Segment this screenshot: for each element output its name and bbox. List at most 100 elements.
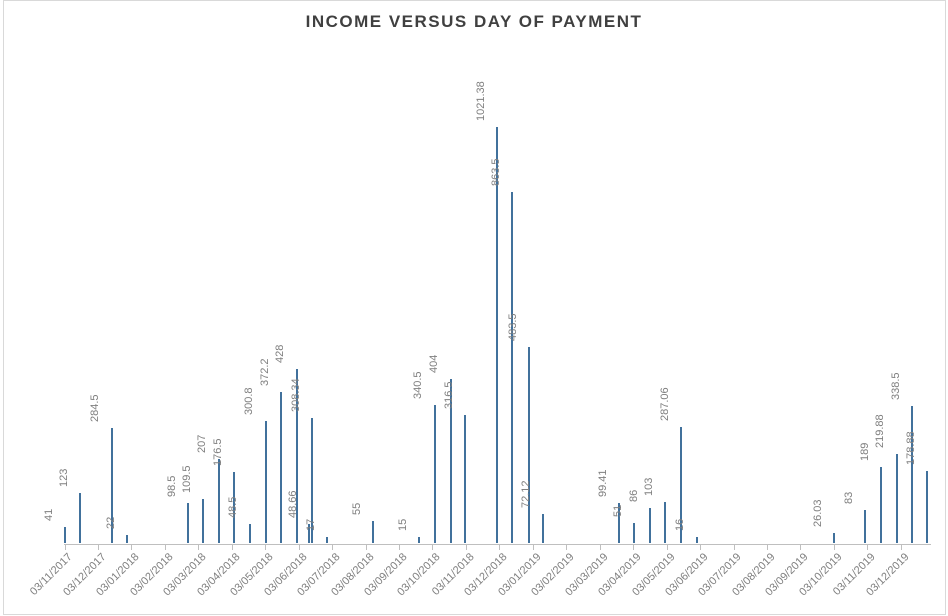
- bar: [633, 522, 636, 544]
- value-label: 103: [642, 477, 655, 496]
- bar: [649, 508, 651, 544]
- tick-mark: [666, 544, 668, 550]
- value-label: 15: [396, 519, 409, 532]
- bar: [202, 498, 205, 544]
- bar: [926, 470, 929, 544]
- value-label: 189: [858, 442, 871, 461]
- value-label: 428: [274, 344, 287, 364]
- tick-mark: [900, 544, 902, 550]
- value-label: 1021.38: [474, 81, 487, 122]
- tick-mark: [867, 544, 869, 550]
- tick-mark: [399, 544, 400, 550]
- tick-mark: [365, 544, 367, 550]
- value-label: 483.5: [506, 313, 519, 341]
- value-label: 284.5: [89, 394, 102, 422]
- value-label: 219.88: [874, 414, 887, 448]
- tick-mark: [833, 544, 835, 550]
- bar: [528, 346, 531, 544]
- value-label: 123: [57, 469, 70, 488]
- tick-mark: [633, 544, 635, 550]
- value-label: 287.06: [658, 386, 671, 421]
- tick-mark: [231, 544, 233, 550]
- value-label: 178.88: [904, 430, 917, 465]
- value-label: 48.5: [227, 496, 240, 518]
- value-label: 55: [350, 502, 363, 516]
- value-label: 207: [196, 434, 209, 454]
- value-label: 22: [104, 516, 117, 529]
- value-label: 86: [627, 490, 640, 503]
- bar: [541, 514, 544, 544]
- value-label: 372.2: [258, 358, 271, 386]
- tick-mark: [131, 544, 133, 550]
- chart-frame: [3, 0, 946, 615]
- bar: [372, 521, 375, 544]
- value-label: 176.5: [211, 438, 224, 466]
- chart-title: INCOME VERSUS DAY OF PAYMENT: [305, 12, 643, 31]
- bar: [618, 503, 621, 544]
- bar: [511, 191, 513, 544]
- tick-mark: [700, 544, 702, 550]
- value-label: 17: [304, 518, 317, 531]
- bar: [126, 534, 128, 544]
- bar: [496, 127, 498, 544]
- value-label: 308.34: [289, 378, 302, 412]
- bar: [187, 503, 190, 544]
- bar: [264, 420, 267, 544]
- value-label: 48.66: [286, 490, 299, 518]
- value-label: 404: [428, 354, 441, 373]
- value-label: 98.5: [165, 475, 178, 498]
- value-label: 863.5: [489, 158, 502, 186]
- bar: [295, 369, 298, 544]
- bar: [311, 417, 314, 544]
- bar: [233, 471, 235, 544]
- bar: [664, 501, 667, 544]
- bar: [833, 532, 836, 544]
- x-axis-line: [63, 543, 931, 545]
- tick-mark: [532, 544, 534, 550]
- value-label: 41: [42, 508, 55, 521]
- tick-mark: [97, 544, 99, 550]
- tick-mark: [298, 544, 300, 550]
- value-label: 72.12: [520, 480, 533, 509]
- bar: [418, 537, 420, 544]
- bar: [110, 427, 113, 544]
- tick-mark: [432, 544, 434, 550]
- bar: [79, 493, 82, 544]
- bar: [280, 391, 282, 544]
- tick-mark: [164, 544, 166, 550]
- value-label: 83: [842, 491, 855, 504]
- bar: [308, 523, 310, 544]
- tick-mark: [332, 544, 334, 550]
- bar: [449, 378, 452, 544]
- tick-mark: [766, 544, 768, 550]
- value-label: 16: [674, 518, 687, 531]
- bar: [880, 466, 883, 544]
- bar: [895, 453, 898, 544]
- tick-mark: [800, 544, 802, 550]
- tick-mark: [733, 544, 735, 550]
- tick-mark: [499, 544, 501, 550]
- value-label: 51: [611, 504, 624, 517]
- value-label: 316.5: [442, 381, 455, 409]
- value-label: 26.03: [811, 499, 824, 527]
- bar: [911, 405, 914, 544]
- tick-mark: [566, 544, 568, 550]
- bar: [326, 536, 329, 544]
- value-label: 338.5: [889, 372, 902, 400]
- tick-mark: [599, 544, 601, 550]
- tick-mark: [465, 544, 467, 550]
- bar: [864, 509, 867, 544]
- bar: [680, 426, 682, 544]
- tick-mark: [64, 544, 66, 550]
- bar: [217, 459, 220, 544]
- value-label: 300.8: [243, 387, 256, 415]
- tick-mark: [265, 544, 267, 550]
- value-label: 340.5: [412, 371, 425, 399]
- bar: [695, 536, 698, 544]
- value-label: 109.5: [180, 465, 193, 493]
- bar: [433, 404, 436, 544]
- bar: [64, 526, 67, 544]
- tick-mark: [198, 544, 200, 550]
